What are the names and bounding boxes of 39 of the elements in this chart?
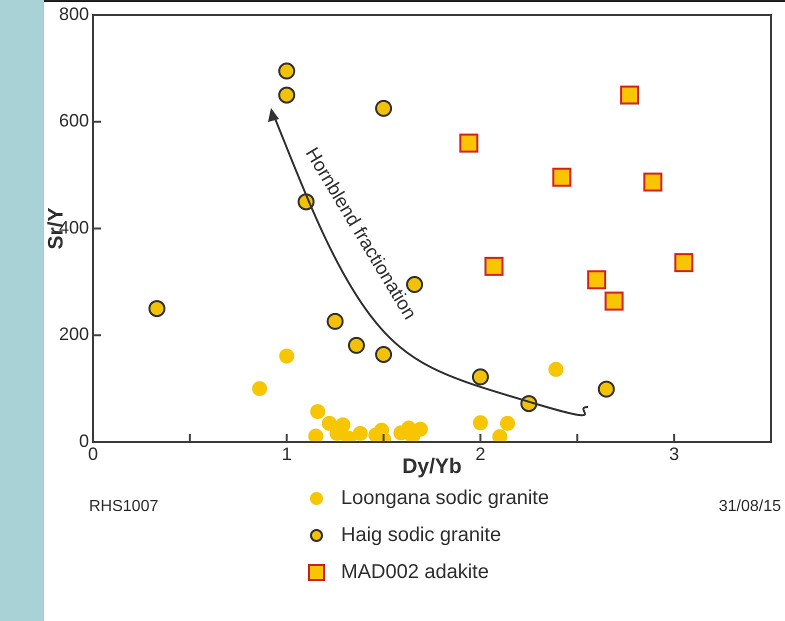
- point: [148, 300, 166, 318]
- point: [375, 346, 392, 363]
- point: [552, 168, 572, 187]
- y-tick-label: 0: [78, 430, 89, 451]
- point: [326, 312, 344, 330]
- point: [500, 416, 516, 431]
- point: [587, 270, 606, 290]
- point: [330, 426, 345, 441]
- point: [352, 426, 368, 441]
- point: [278, 62, 296, 80]
- x-axis-title: Dy/Yb: [402, 455, 462, 478]
- y-tick-label: 800: [58, 4, 89, 24]
- x-tick-label: 2: [475, 444, 486, 464]
- legend-label: Loongana sodic granite: [341, 487, 549, 510]
- point: [278, 86, 296, 104]
- point: [643, 172, 662, 192]
- legend-label: Haig sodic granite: [341, 524, 502, 547]
- point: [459, 134, 478, 153]
- text: 31/08/15: [718, 498, 781, 516]
- x-tick-label: 3: [669, 444, 680, 464]
- y-tick-label: 200: [58, 324, 89, 344]
- point: [548, 362, 564, 377]
- point: [484, 256, 504, 276]
- point: [310, 404, 326, 420]
- point: [472, 368, 489, 386]
- point: [674, 253, 694, 272]
- x-tick-label: 1: [282, 444, 292, 464]
- point: [252, 381, 268, 396]
- point: [279, 348, 294, 364]
- point: [604, 292, 624, 311]
- point: [348, 336, 365, 354]
- y-tick-label: 600: [58, 110, 89, 131]
- point: [375, 100, 392, 117]
- text: RHS1007: [89, 498, 158, 516]
- point: [472, 415, 488, 430]
- point: [308, 428, 324, 442]
- point: [620, 86, 640, 105]
- point: [598, 380, 615, 398]
- legend-label: MAD002 adakite: [341, 561, 489, 584]
